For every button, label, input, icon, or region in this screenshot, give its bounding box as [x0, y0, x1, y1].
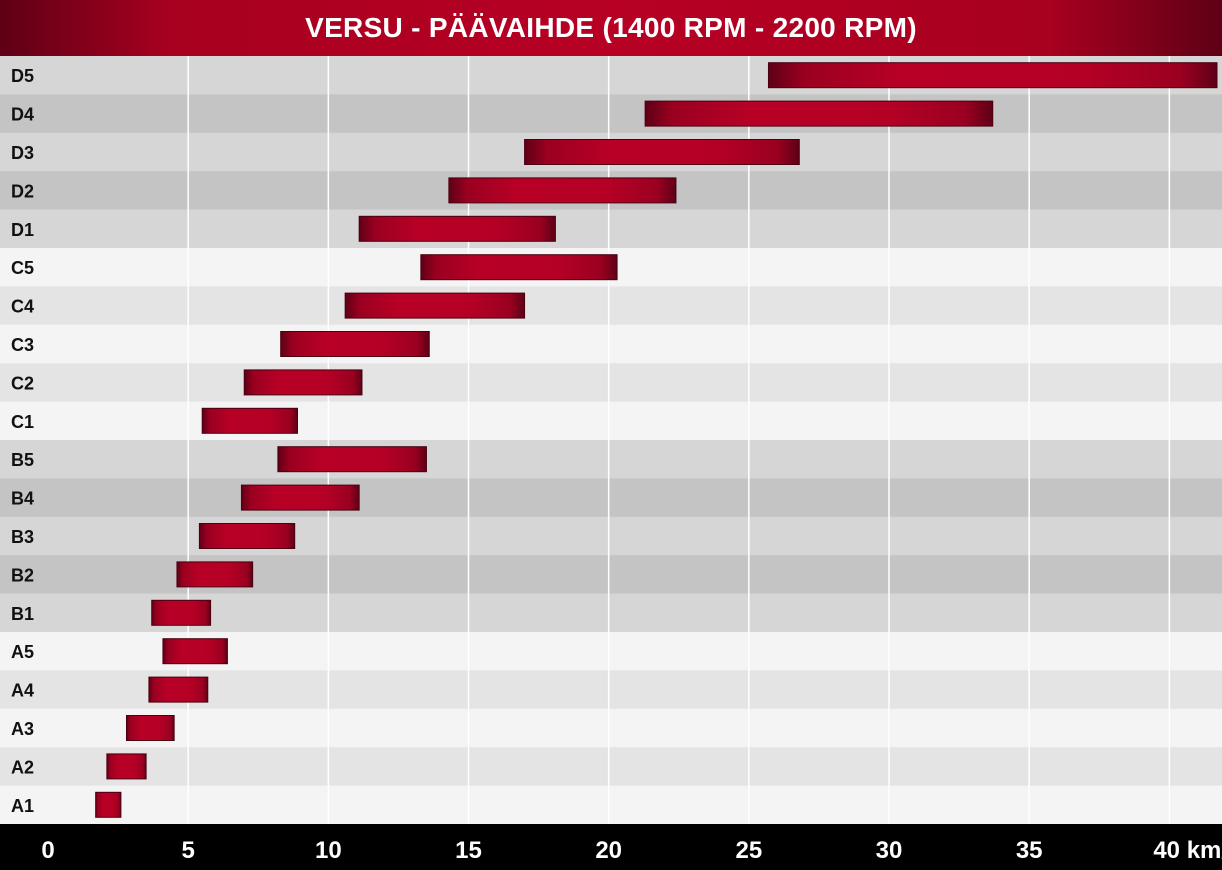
y-tick-label: B2 — [11, 565, 34, 585]
row-band-b3 — [0, 516, 1222, 556]
x-tick-label: 15 — [455, 837, 482, 864]
bar-b3 — [198, 523, 296, 549]
row-band-c2 — [0, 363, 1222, 403]
y-tick-label: B3 — [11, 527, 34, 547]
x-tick-label: 30 — [876, 837, 903, 864]
bar-c1 — [201, 407, 298, 434]
bar-d5 — [767, 62, 1218, 89]
bar-c4 — [344, 292, 526, 319]
y-tick-label: A3 — [11, 719, 34, 739]
bar-a3 — [125, 715, 175, 741]
x-tick-label: 35 — [1016, 837, 1043, 864]
row-band-d4 — [0, 94, 1222, 134]
bar-c5 — [420, 254, 618, 281]
row-band-b4 — [0, 478, 1222, 518]
bar-d3 — [524, 139, 800, 165]
y-tick-label: A5 — [11, 642, 34, 662]
gear-speed-chart: D5 D4 D3 D2 D1 C5 C4 C3 C2 C1 B5 B4 B3 B2 B1 A5 A4 A3 A2 A1… — [0, 56, 1222, 870]
y-tick-label: D3 — [11, 143, 34, 163]
y-axis-labels: D5 D4 D3 D2 D1 C5 C4 C3 C2 C1 B5 B4 B3 B2 B1 A5 A4 A3 A2 A1 — [11, 66, 34, 816]
y-tick-label: D1 — [11, 220, 34, 240]
y-tick-label: C3 — [11, 335, 34, 355]
y-tick-label: D4 — [11, 105, 34, 125]
y-tick-label: A1 — [11, 796, 34, 816]
x-tick-label: 40 km/h — [1153, 837, 1222, 864]
bar-d2 — [448, 177, 677, 204]
bar-c3 — [280, 331, 430, 357]
y-tick-label: A4 — [11, 681, 34, 701]
y-tick-label: C2 — [11, 373, 34, 393]
row-band-a3 — [0, 708, 1222, 748]
row-band-a2 — [0, 747, 1222, 787]
y-tick-label: B1 — [11, 604, 34, 624]
x-tick-label: 5 — [181, 837, 194, 864]
row-band-c1 — [0, 401, 1222, 441]
row-band-c3 — [0, 324, 1222, 364]
bar-a2 — [106, 753, 147, 780]
row-band-c4 — [0, 286, 1222, 326]
bar-d1 — [358, 215, 556, 242]
x-axis-band — [0, 824, 1222, 870]
row-bands — [0, 56, 1222, 825]
bar-b2 — [176, 561, 254, 588]
y-tick-label: D5 — [11, 66, 34, 86]
row-band-a1 — [0, 785, 1222, 825]
bar-a4 — [148, 676, 209, 703]
bar-b1 — [151, 599, 212, 626]
y-tick-label: D2 — [11, 181, 34, 201]
x-tick-label: 20 — [595, 837, 622, 864]
y-tick-label: B4 — [11, 489, 34, 509]
y-tick-label: B5 — [11, 450, 34, 470]
x-tick-label: 25 — [735, 837, 762, 864]
x-axis: 0 5 10 15 20 25 30 35 40 km/h — [0, 824, 1222, 870]
bar-b5 — [277, 446, 427, 473]
x-tick-label: 0 — [41, 837, 54, 864]
bars — [95, 62, 1218, 818]
row-band-d1 — [0, 209, 1222, 249]
y-tick-label: C1 — [11, 412, 34, 432]
x-tick-label: 10 — [315, 837, 342, 864]
bar-c2 — [243, 369, 363, 396]
bar-a1 — [95, 791, 122, 818]
y-tick-label: C5 — [11, 258, 34, 278]
y-tick-label: A2 — [11, 757, 34, 777]
bar-a5 — [162, 638, 228, 665]
bar-d4 — [644, 100, 994, 127]
bar-b4 — [240, 484, 360, 511]
row-band-b5 — [0, 440, 1222, 479]
chart-title: VERSU - PÄÄVAIHDE (1400 RPM - 2200 RPM) — [0, 0, 1222, 56]
y-tick-label: C4 — [11, 297, 34, 317]
